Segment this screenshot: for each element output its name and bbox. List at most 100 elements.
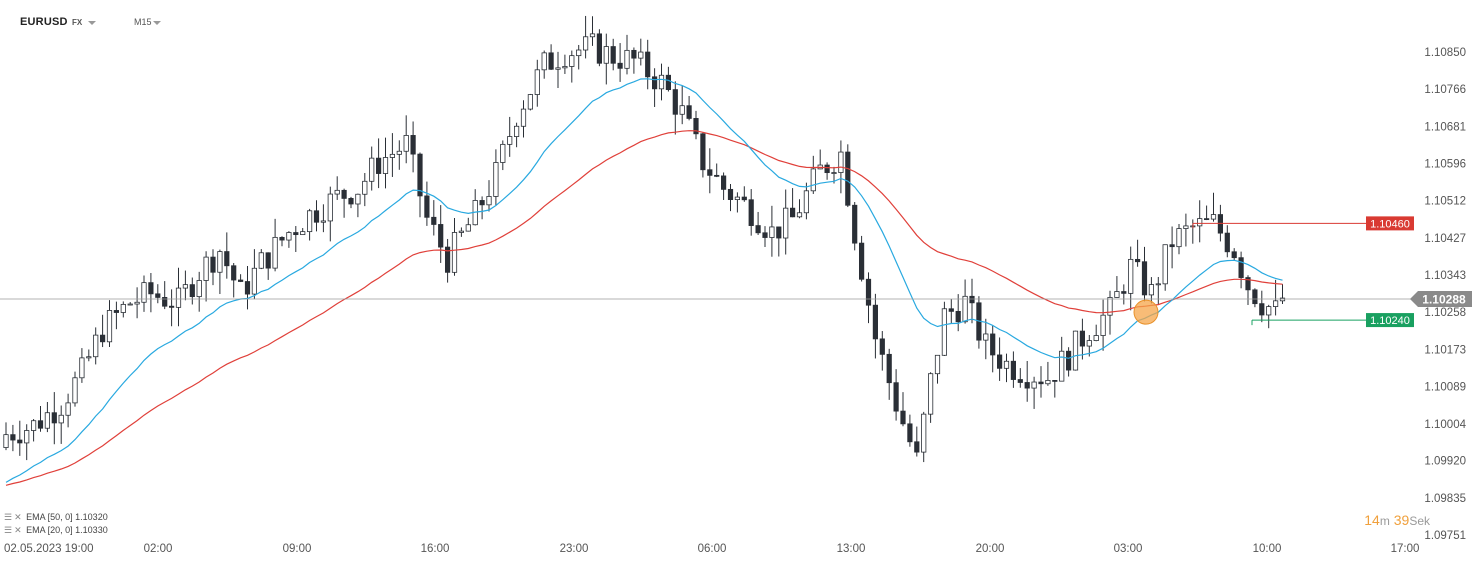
candle[interactable] [1141,246,1148,302]
candle[interactable] [652,68,658,107]
candle[interactable] [845,144,851,208]
candle[interactable] [969,278,975,324]
candle[interactable] [762,226,768,248]
candle[interactable] [997,337,1003,381]
candle[interactable] [596,29,603,67]
candle[interactable] [707,148,713,194]
candle[interactable] [900,392,906,427]
candle[interactable] [210,249,216,286]
candle[interactable] [1052,380,1058,398]
candle[interactable] [293,226,299,252]
candle[interactable] [1273,279,1279,316]
candle[interactable] [928,372,934,423]
ema20-line[interactable] [5,78,1283,483]
candle[interactable] [610,38,616,71]
candle[interactable] [907,414,913,447]
candle[interactable] [1100,299,1106,351]
candle[interactable] [776,226,782,257]
candle[interactable] [1162,244,1168,291]
candle[interactable] [1072,330,1079,371]
candle[interactable] [389,133,396,177]
candle[interactable] [217,249,223,295]
time-axis[interactable]: 02.05.2023 19:00 02:00 09:00 16:00 23:00 06:0… [4,543,1419,555]
candle[interactable] [783,189,789,255]
candle[interactable] [941,301,948,356]
candle[interactable] [589,16,596,46]
candle[interactable] [224,232,230,279]
candle[interactable] [355,193,361,218]
candle[interactable] [3,422,9,451]
candle[interactable] [514,122,520,148]
candle[interactable] [341,188,347,218]
candle[interactable] [306,208,313,241]
candle[interactable] [548,44,554,70]
candle[interactable] [727,184,734,212]
candle[interactable] [1066,347,1072,377]
candle[interactable] [1169,226,1175,269]
candle[interactable] [410,121,416,173]
candle[interactable] [72,371,78,407]
candle[interactable] [231,263,237,298]
candle[interactable] [734,192,741,213]
candle[interactable] [583,15,589,59]
candle[interactable] [127,302,133,306]
candle[interactable] [37,405,44,432]
candle[interactable] [658,63,665,101]
candle[interactable] [555,51,561,88]
candle[interactable] [382,137,389,189]
candle[interactable] [500,140,506,171]
candle[interactable] [741,186,747,202]
candle[interactable] [1121,284,1127,305]
candle[interactable] [1183,213,1189,247]
candle[interactable] [1279,284,1286,305]
candle[interactable] [417,152,423,218]
ema50-line[interactable] [5,130,1283,486]
candle[interactable] [810,155,816,194]
candle[interactable] [86,349,92,362]
candle[interactable] [507,116,513,157]
candle[interactable] [493,149,499,206]
candle[interactable] [803,182,810,220]
support-price-tag[interactable] [1366,313,1414,328]
candle[interactable] [182,270,188,301]
candle[interactable] [155,284,161,304]
candle[interactable] [700,132,706,178]
menu-icon[interactable]: ☰ [4,512,13,522]
candle[interactable] [1045,361,1051,386]
candle[interactable] [265,252,271,280]
candle[interactable] [645,39,651,90]
candle[interactable] [396,140,402,170]
candle[interactable] [1031,376,1037,409]
candle[interactable] [769,205,775,257]
candle[interactable] [824,162,830,180]
candle[interactable] [879,331,885,371]
timeframe-dropdown[interactable]: M15 [134,17,161,31]
candle[interactable] [603,33,609,85]
candle[interactable] [1017,368,1023,388]
candle[interactable] [638,38,644,66]
candle[interactable] [279,236,285,247]
candle[interactable] [465,217,471,232]
candle[interactable] [1128,246,1134,311]
candle[interactable] [914,426,920,457]
candle[interactable] [148,272,154,313]
candle[interactable] [955,294,961,332]
candle[interactable] [631,47,637,74]
candle[interactable] [527,93,534,111]
candle[interactable] [679,85,685,125]
candle[interactable] [320,204,327,233]
candle[interactable] [948,299,954,324]
candle[interactable] [921,411,927,463]
candle[interactable] [1024,360,1030,402]
candle[interactable] [796,199,803,219]
candle[interactable] [24,424,30,461]
candle[interactable] [1204,205,1210,221]
candle[interactable] [1038,366,1044,398]
candle[interactable] [693,110,699,140]
candle[interactable] [100,314,106,348]
candle[interactable] [1238,251,1244,289]
candle[interactable] [58,405,64,444]
candle[interactable] [562,54,568,74]
candle[interactable] [300,228,306,236]
candle[interactable] [541,50,547,79]
